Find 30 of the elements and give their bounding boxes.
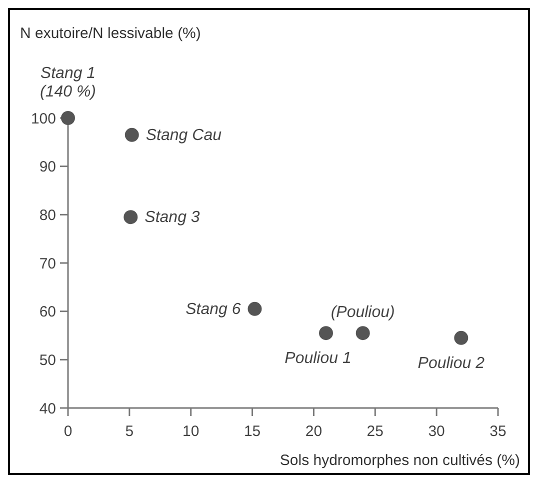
y-tick-label: 80 xyxy=(39,206,56,224)
point xyxy=(124,128,139,142)
annotation: Stang 1 (140 %) xyxy=(40,65,96,100)
point xyxy=(356,326,370,340)
x-tick-label: 20 xyxy=(305,423,322,440)
annotation: Pouliou 2 xyxy=(418,354,485,372)
annotation: (Pouliou) xyxy=(330,304,395,322)
y-tick-label: 90 xyxy=(39,158,56,176)
point xyxy=(454,330,468,345)
x-tick-label: 5 xyxy=(125,423,134,440)
x-tick-label: 25 xyxy=(366,423,384,440)
y-tick-label: 50 xyxy=(39,352,56,369)
x-tick-label: 30 xyxy=(428,423,445,440)
point xyxy=(248,302,262,316)
y-tick-label: 100 xyxy=(30,110,56,128)
x-tick-label: 15 xyxy=(244,423,261,440)
annotation: Stang Cau xyxy=(146,126,222,144)
annotation: Stang 6 xyxy=(186,300,241,318)
x-tick-label: 10 xyxy=(182,423,200,440)
y-tick-label: 60 xyxy=(39,304,56,321)
annotation: Stang 3 xyxy=(144,209,200,226)
y-tick-label: 70 xyxy=(39,255,56,272)
x-tick-label: 35 xyxy=(490,423,506,440)
annotation: Pouliou 1 xyxy=(284,350,352,368)
point xyxy=(124,210,138,224)
y-axis-title: N exutoire/N lessivable (%) xyxy=(20,25,201,42)
point xyxy=(319,326,333,340)
x-tick-label: 0 xyxy=(64,423,72,440)
y-tick-label: 40 xyxy=(39,400,56,418)
x-axis-title: Sols hydromorphes non cultivés (%) xyxy=(280,452,520,469)
